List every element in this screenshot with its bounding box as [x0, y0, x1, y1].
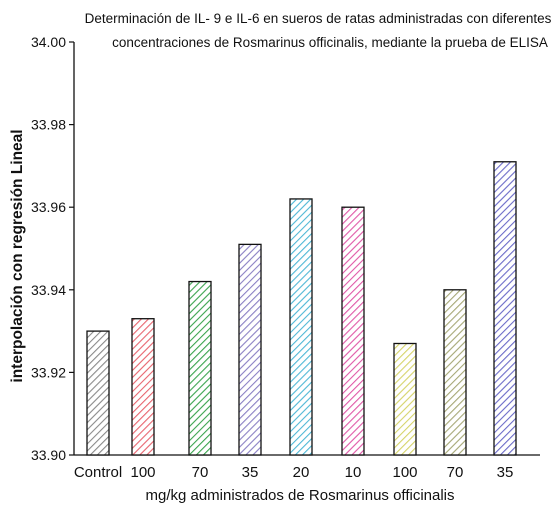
x-tick-labels: Control 100 70 35 20 10 100 70 35	[74, 464, 514, 481]
x-tick-label: 35	[242, 464, 259, 481]
y-tick-label: 34.00	[31, 34, 66, 50]
y-tick-label: 33.92	[31, 364, 66, 380]
x-tick-label: 20	[293, 464, 310, 481]
y-tick-label: 33.94	[31, 282, 66, 298]
x-tick-label: 35	[497, 464, 514, 481]
y-tick-label: 33.96	[31, 199, 66, 215]
chart-title-line-1: Determinación de IL- 9 e IL-6 en sueros …	[85, 11, 552, 26]
bar-4	[238, 243, 262, 456]
bar-1	[86, 330, 110, 456]
x-axis-label: mg/kg administrados de Rosmarinus offici…	[145, 487, 454, 504]
bar-7	[393, 342, 417, 456]
x-tick-label: 100	[130, 464, 155, 481]
bar-5	[289, 198, 313, 456]
x-tick-label: 70	[192, 464, 209, 481]
y-tick-label: 33.98	[31, 117, 66, 133]
y-ticks: 33.90 33.92 33.94 33.96 33.98 34.00	[31, 34, 74, 463]
x-tick-label: Control	[74, 464, 122, 481]
y-tick-label: 33.90	[31, 447, 66, 463]
bar-8	[443, 289, 467, 456]
x-tick-label: 10	[345, 464, 362, 481]
x-tick-label: 70	[447, 464, 464, 481]
bars	[86, 161, 517, 456]
bar-9	[493, 161, 517, 456]
x-tick-label: 100	[392, 464, 417, 481]
chart-title-line-2: concentraciones de Rosmarinus officinali…	[112, 35, 548, 50]
bar-6	[341, 206, 365, 456]
bar-2	[131, 318, 155, 456]
y-axis-label: interpolación con regresión Lineal	[9, 129, 26, 382]
bar-3	[188, 280, 212, 456]
